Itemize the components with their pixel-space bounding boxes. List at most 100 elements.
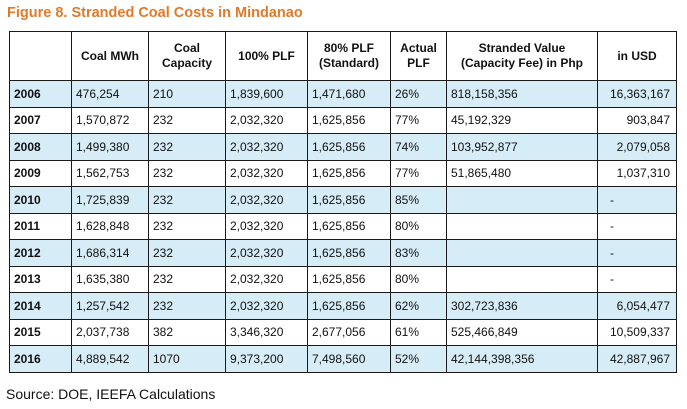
table-row: 2012 1,686,314 232 2,032,320 1,625,856 8…	[9, 239, 677, 267]
coal-mwh-cell: 1,562,753	[71, 159, 149, 187]
plf-100-cell: 2,032,320	[225, 159, 308, 187]
stranded-value-cell: 525,466,849	[446, 318, 598, 346]
actual-plf-cell: 80%	[390, 212, 447, 240]
table-row: 2007 1,570,872 232 2,032,320 1,625,856 7…	[9, 106, 677, 134]
year-cell: 2014	[9, 292, 72, 320]
actual-plf-cell: 85%	[390, 186, 447, 214]
figure-title: Figure 8. Stranded Coal Costs in Mindana…	[7, 5, 303, 21]
plf-80-cell: 1,625,856	[307, 212, 391, 240]
usd-cell: 42,887,967	[597, 345, 677, 373]
plf-80-cell: 2,677,056	[307, 318, 391, 346]
actual-plf-cell: 77%	[390, 159, 447, 187]
stranded-value-cell	[446, 212, 598, 240]
table-row: 2015 2,037,738 382 3,346,320 2,677,056 6…	[9, 318, 677, 346]
plf-100-cell: 1,839,600	[225, 80, 308, 108]
table-row: 2010 1,725,839 232 2,032,320 1,625,856 8…	[9, 186, 677, 214]
stranded-coal-costs-table: Coal MWh Coal Capacity 100% PLF 80% PLF …	[9, 31, 677, 373]
plf-100-cell: 2,032,320	[225, 265, 308, 293]
year-cell: 2008	[9, 133, 72, 161]
plf-80-cell: 1,625,856	[307, 239, 391, 267]
actual-plf-cell: 80%	[390, 265, 447, 293]
coal-mwh-cell: 1,570,872	[71, 106, 149, 134]
plf-100-cell: 3,346,320	[225, 318, 308, 346]
year-cell: 2013	[9, 265, 72, 293]
plf-100-cell: 2,032,320	[225, 292, 308, 320]
usd-cell: 903,847	[597, 106, 677, 134]
header-coal-capacity: Coal Capacity	[148, 31, 226, 81]
header-stranded-value: Stranded Value (Capacity Fee) in Php	[446, 31, 598, 81]
coal-capacity-cell: 232	[148, 212, 226, 240]
stranded-value-cell: 45,192,329	[446, 106, 598, 134]
year-cell: 2010	[9, 186, 72, 214]
coal-mwh-cell: 1,635,380	[71, 265, 149, 293]
actual-plf-cell: 77%	[390, 106, 447, 134]
table-row: 2016 4,889,542 1070 9,373,200 7,498,560 …	[9, 345, 677, 373]
header-coal-mwh: Coal MWh	[71, 31, 149, 81]
header-100-plf: 100% PLF	[225, 31, 308, 81]
coal-capacity-cell: 232	[148, 186, 226, 214]
plf-80-cell: 7,498,560	[307, 345, 391, 373]
header-actual-plf: Actual PLF	[390, 31, 447, 81]
year-cell: 2007	[9, 106, 72, 134]
actual-plf-cell: 62%	[390, 292, 447, 320]
stranded-value-cell	[446, 265, 598, 293]
year-cell: 2015	[9, 318, 72, 346]
coal-capacity-cell: 1070	[148, 345, 226, 373]
coal-capacity-cell: 232	[148, 292, 226, 320]
usd-cell: 1,037,310	[597, 159, 677, 187]
stranded-value-cell: 42,144,398,356	[446, 345, 598, 373]
table-row: 2011 1,628,848 232 2,032,320 1,625,856 8…	[9, 212, 677, 240]
coal-mwh-cell: 1,686,314	[71, 239, 149, 267]
plf-80-cell: 1,625,856	[307, 106, 391, 134]
usd-cell: 2,079,058	[597, 133, 677, 161]
header-in-usd: in USD	[597, 31, 677, 81]
plf-80-cell: 1,625,856	[307, 159, 391, 187]
coal-mwh-cell: 1,499,380	[71, 133, 149, 161]
stranded-value-cell	[446, 186, 598, 214]
coal-mwh-cell: 1,725,839	[71, 186, 149, 214]
year-cell: 2011	[9, 212, 72, 240]
coal-mwh-cell: 476,254	[71, 80, 149, 108]
table-row: 2013 1,635,380 232 2,032,320 1,625,856 8…	[9, 265, 677, 293]
coal-capacity-cell: 232	[148, 106, 226, 134]
header-80-plf: 80% PLF (Standard)	[307, 31, 391, 81]
actual-plf-cell: 52%	[390, 345, 447, 373]
header-row: Coal MWh Coal Capacity 100% PLF 80% PLF …	[9, 31, 677, 81]
table-row: 2009 1,562,753 232 2,032,320 1,625,856 7…	[9, 159, 677, 187]
plf-80-cell: 1,625,856	[307, 292, 391, 320]
table-row: 2014 1,257,542 232 2,032,320 1,625,856 6…	[9, 292, 677, 320]
year-cell: 2006	[9, 80, 72, 108]
coal-capacity-cell: 232	[148, 265, 226, 293]
coal-capacity-cell: 232	[148, 133, 226, 161]
plf-100-cell: 2,032,320	[225, 106, 308, 134]
usd-cell: -	[597, 212, 677, 240]
actual-plf-cell: 26%	[390, 80, 447, 108]
plf-100-cell: 2,032,320	[225, 186, 308, 214]
usd-cell: -	[597, 265, 677, 293]
stranded-value-cell: 302,723,836	[446, 292, 598, 320]
coal-capacity-cell: 382	[148, 318, 226, 346]
header-year	[9, 31, 72, 81]
year-cell: 2012	[9, 239, 72, 267]
coal-mwh-cell: 4,889,542	[71, 345, 149, 373]
plf-100-cell: 2,032,320	[225, 212, 308, 240]
stranded-value-cell	[446, 239, 598, 267]
coal-capacity-cell: 232	[148, 159, 226, 187]
table-row: 2008 1,499,380 232 2,032,320 1,625,856 7…	[9, 133, 677, 161]
actual-plf-cell: 61%	[390, 318, 447, 346]
plf-80-cell: 1,625,856	[307, 186, 391, 214]
actual-plf-cell: 83%	[390, 239, 447, 267]
plf-100-cell: 2,032,320	[225, 133, 308, 161]
coal-mwh-cell: 2,037,738	[71, 318, 149, 346]
plf-100-cell: 9,373,200	[225, 345, 308, 373]
usd-cell: 16,363,167	[597, 80, 677, 108]
stranded-value-cell: 51,865,480	[446, 159, 598, 187]
stranded-value-cell: 818,158,356	[446, 80, 598, 108]
usd-cell: 6,054,477	[597, 292, 677, 320]
usd-cell: 10,509,337	[597, 318, 677, 346]
coal-mwh-cell: 1,628,848	[71, 212, 149, 240]
coal-capacity-cell: 210	[148, 80, 226, 108]
plf-80-cell: 1,625,856	[307, 265, 391, 293]
table-row: 2006 476,254 210 1,839,600 1,471,680 26%…	[9, 80, 677, 108]
usd-cell: -	[597, 239, 677, 267]
